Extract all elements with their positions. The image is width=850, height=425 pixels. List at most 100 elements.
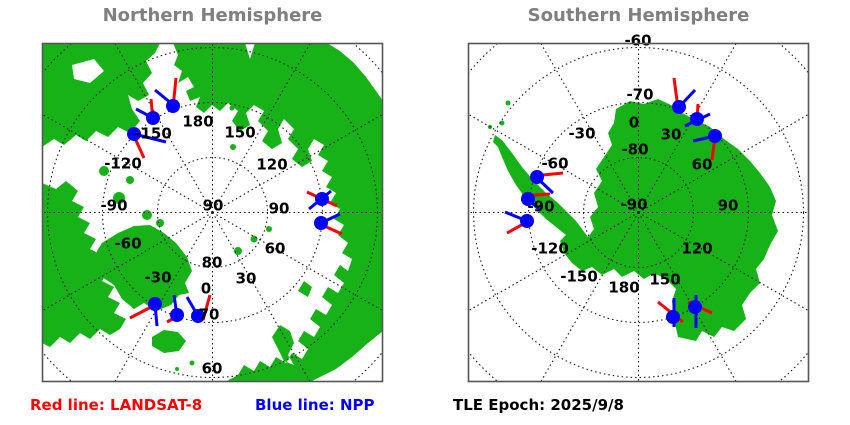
graticule-label: 0 xyxy=(201,280,211,298)
graticule-label: -120 xyxy=(531,240,569,258)
land-mass xyxy=(152,330,186,353)
graticule-label: -30 xyxy=(144,269,171,287)
meridian-line xyxy=(468,113,639,213)
graticule-label: 150 xyxy=(224,124,255,142)
south-hemisphere-map: -60 -70 0 30 -30 -80 60 -60 90 -90 -90 120 -120 150 -1… xyxy=(467,32,810,383)
graticule-label: 30 xyxy=(661,126,682,144)
graticule-label: 120 xyxy=(256,156,287,174)
meridian-line xyxy=(212,43,311,213)
graticule-label: 60 xyxy=(202,360,223,378)
graticule-label: -90 xyxy=(620,196,647,214)
graticule-label: 80 xyxy=(202,254,223,272)
graticule-label: 70 xyxy=(199,306,220,324)
graticule-label: -120 xyxy=(104,155,142,173)
island xyxy=(234,247,242,255)
meridian-line xyxy=(114,212,213,382)
island xyxy=(156,219,164,227)
graticule-label: 60 xyxy=(265,240,286,258)
satellite-position-dot xyxy=(166,99,180,113)
legend-red-landsat8: Red line: LANDSAT-8 xyxy=(30,396,203,414)
island xyxy=(175,367,179,371)
graticule-label: 90 xyxy=(203,197,224,215)
graticule-label: 60 xyxy=(692,156,713,174)
graticule-label: 180 xyxy=(608,279,639,297)
satellite-position-dot xyxy=(688,300,702,314)
satellite-position-dot xyxy=(530,170,544,184)
graticule-label: -90 xyxy=(100,197,127,215)
satellite-position-dot xyxy=(520,214,534,228)
south-hemisphere-svg: -60 -70 0 30 -30 -80 60 -60 90 -90 -90 120 -120 150 -1… xyxy=(467,32,810,383)
south-map-title: Southern Hemisphere xyxy=(527,5,750,26)
satellite-position-dot xyxy=(191,309,205,323)
latitude-ring xyxy=(46,46,379,379)
graticule-label: -30 xyxy=(568,125,595,143)
north-hemisphere-map: 180 150 -150 120 -120 90 -90 60 -60 30 -30 0 90 80 70 6… xyxy=(41,42,384,383)
land-mass xyxy=(493,99,778,341)
map-frame xyxy=(467,42,810,383)
meridian-line xyxy=(212,113,383,213)
land-mass xyxy=(42,43,160,147)
north-hemisphere-svg: 180 150 -150 120 -120 90 -90 60 -60 30 -30 0 90 80 70 6… xyxy=(41,42,384,383)
graticule-label: 180 xyxy=(182,113,213,131)
graticule-label: -60 xyxy=(624,32,651,50)
meridian-line xyxy=(212,212,383,312)
graticule-label: 120 xyxy=(681,240,712,258)
graticule-label: 90 xyxy=(269,200,290,218)
graticule-label: 0 xyxy=(629,114,639,132)
satellite-position-dot xyxy=(146,111,160,125)
meridian-line xyxy=(212,212,311,382)
satellite-position-dot xyxy=(314,216,328,230)
graticule-label: -150 xyxy=(560,268,598,286)
meridian-line xyxy=(638,212,737,382)
island xyxy=(99,166,109,176)
island xyxy=(126,176,134,184)
island xyxy=(505,100,511,106)
satellite-position-dot xyxy=(521,192,535,206)
graticule-label: 90 xyxy=(718,197,739,215)
graticule-label: -60 xyxy=(114,235,141,253)
island xyxy=(189,360,195,366)
graticule-label: -90 xyxy=(527,198,554,216)
satellite-position-dot xyxy=(170,308,184,322)
island xyxy=(250,235,258,243)
tle-epoch-label: TLE Epoch: 2025/9/8 xyxy=(453,396,624,414)
meridian-line xyxy=(638,113,809,213)
latitude-ring xyxy=(472,46,805,379)
latitude-ring xyxy=(527,101,750,324)
meridian-line xyxy=(540,43,639,213)
satellite-position-dot xyxy=(127,127,141,141)
meridian-line xyxy=(638,212,809,312)
island xyxy=(229,105,235,111)
land-mass xyxy=(42,181,126,347)
satellite-position-dot xyxy=(708,129,722,143)
meridian-line xyxy=(114,43,213,213)
island xyxy=(142,210,152,220)
meridian-line xyxy=(468,212,639,312)
latitude-ring xyxy=(101,101,324,324)
meridian-line xyxy=(42,212,213,312)
satellite-position-dot xyxy=(315,192,329,206)
satellite-position-dot xyxy=(666,310,680,324)
meridian-line xyxy=(42,113,213,213)
legend-blue-npp: Blue line: NPP xyxy=(255,396,375,414)
graticule-label: -80 xyxy=(621,141,648,159)
island xyxy=(113,192,125,204)
meridian-line xyxy=(540,212,639,382)
graticule-label: -150 xyxy=(134,125,172,143)
graticule-label: -60 xyxy=(541,155,568,173)
satellite-position-dot xyxy=(672,100,686,114)
graticule-label: 30 xyxy=(236,270,257,288)
island xyxy=(499,120,505,126)
satellite-position-dot xyxy=(690,112,704,126)
island xyxy=(230,144,236,150)
island xyxy=(266,226,272,232)
satellite-position-dot xyxy=(148,297,162,311)
meridian-line xyxy=(638,43,737,213)
land-mass xyxy=(173,43,383,382)
land-mass xyxy=(95,225,192,311)
map-frame xyxy=(41,42,384,383)
graticule-label: -70 xyxy=(626,86,653,104)
graticule-label: 150 xyxy=(649,271,680,289)
north-map-title: Northern Hemisphere xyxy=(102,5,323,26)
